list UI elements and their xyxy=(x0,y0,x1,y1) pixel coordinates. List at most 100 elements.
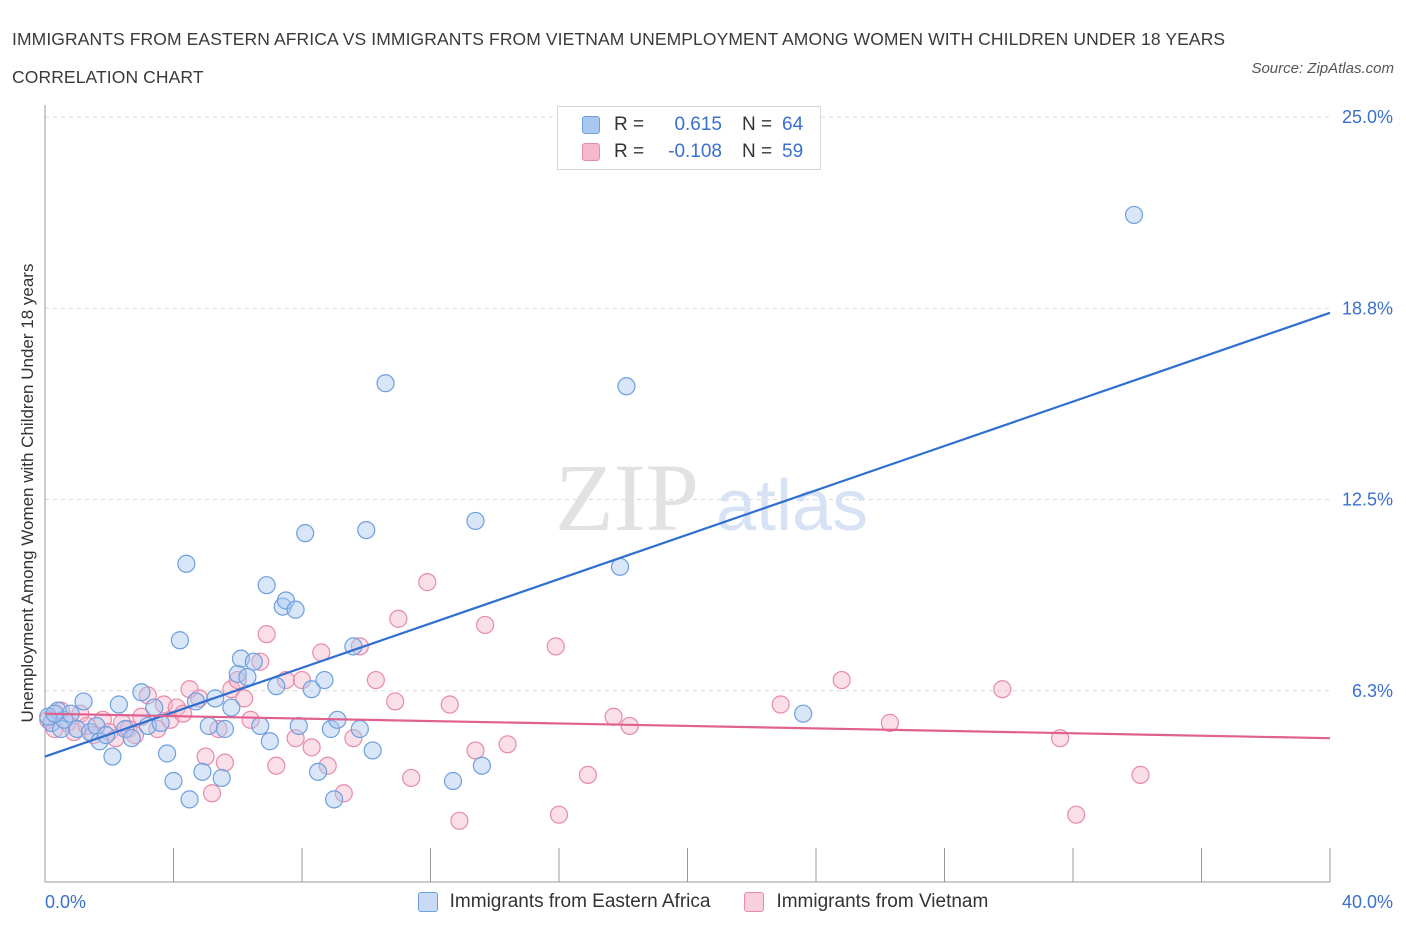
y-tick-label: 18.8% xyxy=(1342,298,1393,318)
trend-lines xyxy=(44,311,1331,758)
data-point xyxy=(466,741,485,760)
data-point xyxy=(1124,205,1144,225)
y-tick-label: 6.3% xyxy=(1352,681,1393,701)
data-point xyxy=(202,784,222,803)
y-tick-label: 12.5% xyxy=(1342,490,1393,510)
data-point xyxy=(257,625,276,644)
data-point xyxy=(235,689,254,708)
data-point xyxy=(292,670,312,690)
data-point xyxy=(440,695,459,714)
data-point xyxy=(251,716,270,736)
data-point xyxy=(308,762,328,781)
legend-swatch-blue xyxy=(417,892,438,912)
legend-n-label: N = xyxy=(742,141,773,162)
legend-r-label: R = xyxy=(614,114,645,135)
data-point xyxy=(350,719,369,739)
data-point xyxy=(334,784,353,803)
data-point xyxy=(238,667,257,687)
data-point xyxy=(832,670,851,690)
legend-swatch-pink xyxy=(744,892,765,912)
data-point xyxy=(498,735,517,754)
data-point xyxy=(267,677,286,696)
data-point xyxy=(215,753,234,772)
data-point xyxy=(549,805,569,824)
x-tick-label: 40.0% xyxy=(1342,892,1393,912)
data-point xyxy=(604,707,623,726)
data-point xyxy=(344,729,363,748)
data-point xyxy=(302,738,321,757)
correlation-legend: R = 0.615 N = 64 R = -0.108 N = 59 xyxy=(557,106,821,170)
trend-line-eastern-africa xyxy=(44,311,1331,758)
legend-r-value: 0.615 xyxy=(674,114,722,135)
data-point xyxy=(386,692,405,711)
data-point xyxy=(993,680,1012,699)
trend-line-vietnam xyxy=(44,712,1331,740)
axes xyxy=(44,105,1331,883)
legend-item-eastern-africa: Immigrants from Eastern Africa xyxy=(417,891,711,913)
data-point xyxy=(466,511,485,531)
data-point xyxy=(180,790,199,809)
data-point xyxy=(87,716,106,736)
legend-item-vietnam: Immigrants from Vietnam xyxy=(744,891,988,913)
source-label: Source: ZipAtlas.com xyxy=(1251,60,1394,77)
data-point xyxy=(286,600,305,619)
data-point xyxy=(164,771,183,791)
series-eastern-africa-points xyxy=(39,205,1144,809)
data-point xyxy=(350,637,369,656)
data-point xyxy=(103,747,122,766)
data-point xyxy=(402,768,421,788)
series-vietnam-points xyxy=(39,573,1150,830)
legend-row-vietnam: R = -0.108 N = 59 xyxy=(582,140,803,164)
data-point xyxy=(257,576,276,595)
y-axis-label: Unemployment Among Women with Children U… xyxy=(18,264,37,723)
watermark-zip: ZIP xyxy=(555,444,699,551)
data-point xyxy=(215,719,234,739)
data-point xyxy=(472,756,491,775)
data-point xyxy=(1131,765,1150,785)
data-point xyxy=(546,637,565,656)
data-point xyxy=(109,695,128,714)
data-point xyxy=(145,698,164,717)
legend-swatch-pink xyxy=(582,143,600,161)
tick-labels: 6.3% 12.5% 18.8% 25.0% 0.0% 40.0% xyxy=(45,107,1393,912)
data-point xyxy=(578,765,598,785)
data-point xyxy=(222,698,241,717)
data-point xyxy=(244,652,263,671)
legend-n-label: N = xyxy=(742,114,773,135)
legend-label-eastern-africa: Immigrants from Eastern Africa xyxy=(449,891,711,912)
data-point xyxy=(476,615,495,635)
data-point xyxy=(315,670,334,690)
data-point xyxy=(212,768,231,788)
data-point xyxy=(157,744,177,763)
data-point xyxy=(193,762,212,781)
legend-r-label: R = xyxy=(614,141,645,162)
data-point xyxy=(289,716,308,736)
legend-row-eastern-africa: R = 0.615 N = 64 xyxy=(582,113,803,137)
data-point xyxy=(880,713,899,732)
legend-n-value: 59 xyxy=(782,141,804,162)
data-point xyxy=(302,680,321,699)
data-point xyxy=(296,524,315,543)
data-point xyxy=(1067,805,1086,824)
legend-n-value: 64 xyxy=(782,114,804,135)
data-point xyxy=(794,704,813,723)
data-point xyxy=(122,729,141,748)
data-point xyxy=(177,554,196,573)
legend-label-vietnam: Immigrants from Vietnam xyxy=(776,891,989,912)
data-point xyxy=(276,591,296,610)
data-point xyxy=(196,747,215,766)
data-point xyxy=(363,741,382,760)
data-point xyxy=(251,652,270,671)
data-point xyxy=(771,695,790,714)
data-point xyxy=(267,756,286,775)
x-tick-label: 0.0% xyxy=(45,892,86,912)
data-point xyxy=(357,520,376,540)
data-point xyxy=(617,377,636,396)
grid-lines xyxy=(45,116,1330,692)
data-point xyxy=(321,719,341,739)
data-point xyxy=(418,573,437,592)
data-point xyxy=(241,710,260,729)
legend-r-value: -0.108 xyxy=(668,141,722,162)
legend-swatch-blue xyxy=(582,116,600,134)
data-point xyxy=(366,670,385,690)
